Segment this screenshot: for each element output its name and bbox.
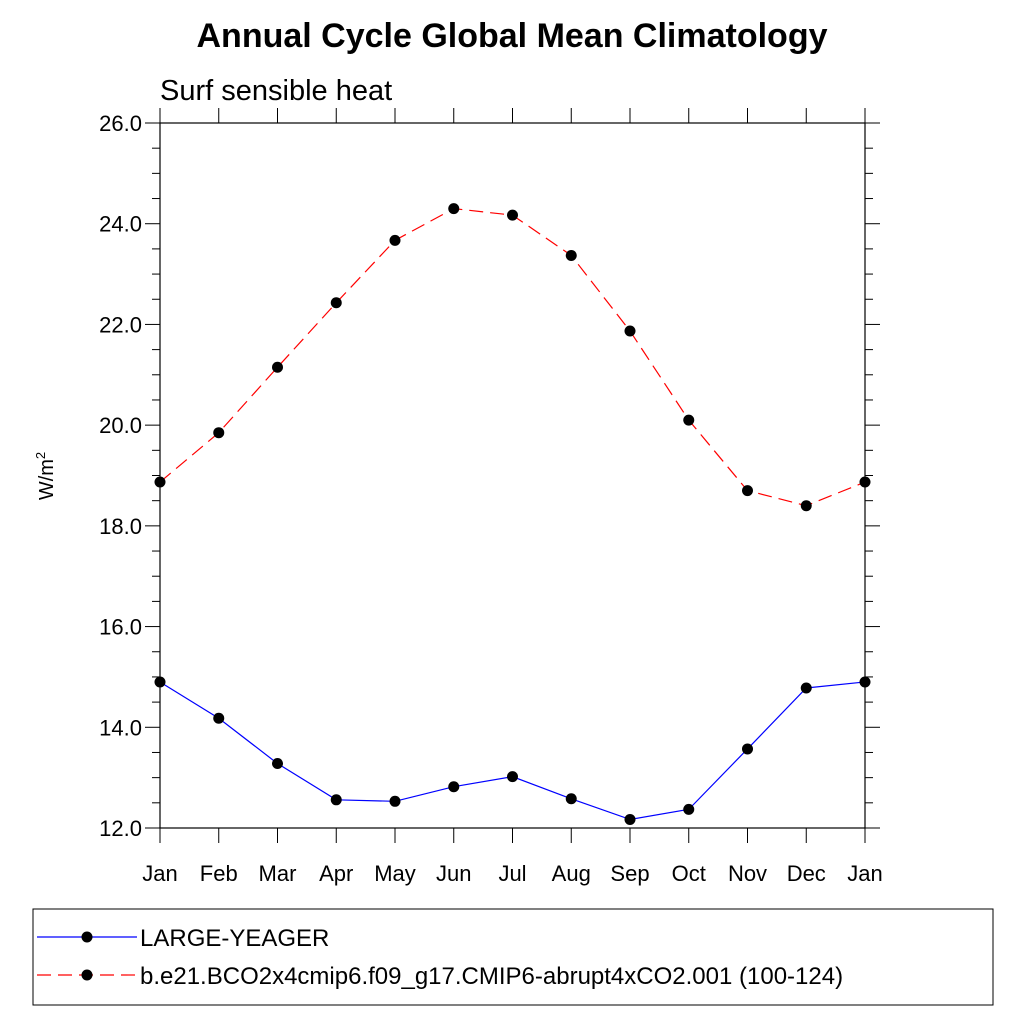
data-point <box>742 743 753 755</box>
y-tick-labels: 12.0 14.0 16.0 18.0 20.0 22.0 24.0 26.0 <box>99 111 142 841</box>
x-tick-label: Jul <box>498 861 526 886</box>
series-line <box>159 207 866 507</box>
legend-entry-2: b.e21.BCO2x4cmip6.f09_g17.CMIP6-abrupt4x… <box>37 963 843 990</box>
x-tick-label: Jun <box>436 861 471 886</box>
x-tick-label: Feb <box>200 861 238 886</box>
data-point <box>213 427 225 439</box>
data-point <box>389 234 401 246</box>
y-tick-label: 12.0 <box>99 816 142 841</box>
y-axis-label-superscript: 2 <box>33 452 48 459</box>
data-point <box>213 712 225 724</box>
x-tick-label: Jan <box>142 861 177 886</box>
series-line <box>159 681 866 821</box>
data-point <box>330 794 342 806</box>
data-point <box>742 485 753 497</box>
x-tick-labels: Jan Feb Mar Apr May Jun Jul Aug Sep Oct Nov Dec Jan <box>142 861 882 886</box>
x-tick-label: Sep <box>610 861 649 886</box>
x-tick-label: Aug <box>552 861 591 886</box>
data-point <box>565 249 577 261</box>
data-point <box>624 813 636 825</box>
data-point <box>448 781 460 793</box>
legend-marker <box>81 931 93 943</box>
y-tick-label: 16.0 <box>99 615 142 640</box>
data-point <box>565 793 577 805</box>
data-point <box>448 203 460 215</box>
data-point <box>683 803 695 815</box>
legend-marker <box>81 969 93 981</box>
data-point <box>859 676 871 688</box>
plot-frame <box>159 122 866 829</box>
x-tick-label: Dec <box>787 861 826 886</box>
data-point <box>859 476 871 488</box>
legend-label: LARGE-YEAGER <box>140 925 329 952</box>
data-point <box>154 676 166 688</box>
x-tick-label: May <box>374 861 416 886</box>
data-point <box>272 361 283 373</box>
data-point <box>507 209 518 221</box>
y-tick-label: 20.0 <box>99 413 142 438</box>
data-point <box>507 771 518 783</box>
series-layer <box>154 203 871 825</box>
y-tick-label: 26.0 <box>99 111 142 136</box>
legend-label: b.e21.BCO2x4cmip6.f09_g17.CMIP6-abrupt4x… <box>140 963 843 990</box>
legend-box <box>32 908 994 1006</box>
chart-subtitle: Surf sensible heat <box>160 75 392 107</box>
x-tick-label: Jan <box>847 861 882 886</box>
data-point <box>683 414 695 426</box>
y-axis-label: W/m2 <box>33 452 58 500</box>
y-tick-label: 18.0 <box>99 514 142 539</box>
data-point <box>624 325 636 337</box>
y-tick-label: 24.0 <box>99 212 142 237</box>
x-tick-label: Apr <box>319 861 353 886</box>
x-tick-label: Oct <box>672 861 706 886</box>
series-2 <box>154 203 871 512</box>
data-point <box>800 682 812 694</box>
x-tick-label: Mar <box>259 861 297 886</box>
data-point <box>800 500 812 512</box>
data-point <box>330 297 342 309</box>
chart-title: Annual Cycle Global Mean Climatology <box>197 17 828 55</box>
x-tick-label: Nov <box>728 861 767 886</box>
data-point <box>272 758 283 770</box>
y-tick-label: 22.0 <box>99 312 142 337</box>
y-axis-label-text: W/m <box>36 459 58 500</box>
data-point <box>389 795 401 807</box>
axis-ticks <box>145 108 880 843</box>
data-point <box>154 476 166 488</box>
y-tick-label: 14.0 <box>99 715 142 740</box>
series-1 <box>154 676 871 825</box>
legend: LARGE-YEAGER b.e21.BCO2x4cmip6.f09_g17.CM… <box>37 925 843 990</box>
legend-entry-1: LARGE-YEAGER <box>37 925 329 952</box>
